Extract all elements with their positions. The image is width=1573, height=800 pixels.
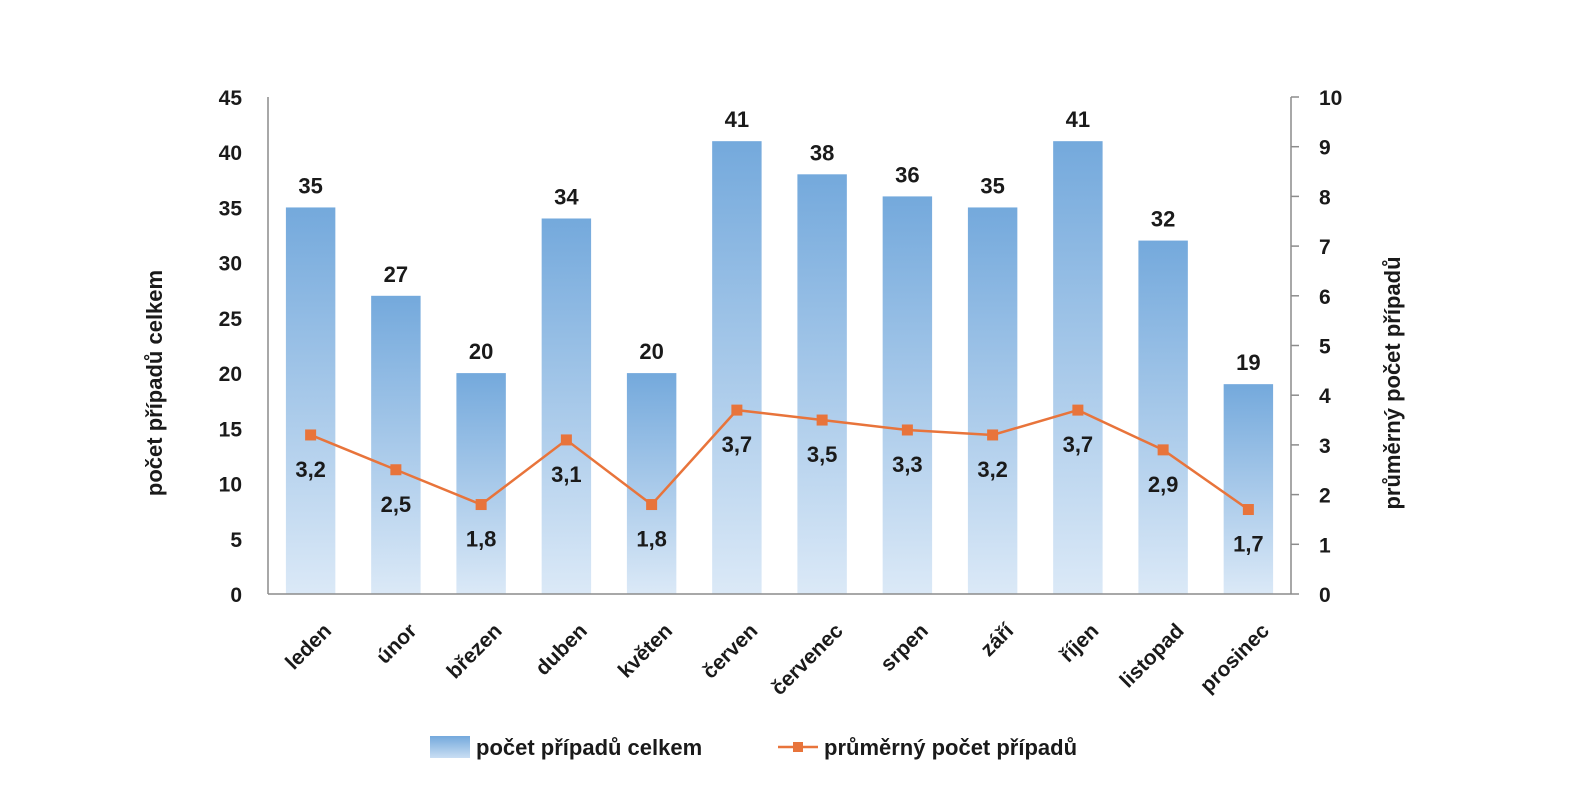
line-marker: [987, 429, 999, 441]
bar-value-label: 34: [554, 184, 579, 209]
bar-value-label: 38: [810, 140, 834, 165]
right-tick-label: 10: [1319, 87, 1342, 110]
bar: [797, 174, 847, 595]
line-marker: [646, 499, 658, 511]
bar: [712, 141, 762, 594]
left-tick-label: 40: [219, 142, 242, 165]
line-value-label: 1,8: [636, 527, 667, 552]
right-tick-label: 1: [1319, 534, 1331, 557]
bar: [882, 196, 933, 594]
category-label: srpen: [876, 619, 933, 676]
category-label: duben: [531, 619, 592, 680]
left-tick-label: 30: [219, 253, 242, 276]
line-value-label: 1,8: [466, 527, 497, 552]
right-tick-label: 9: [1319, 137, 1331, 160]
right-tick-label: 0: [1319, 584, 1331, 607]
right-tick-label: 4: [1319, 385, 1331, 408]
right-axis-ticks: 0 1 2 3 4 5 6 7 8 9 10: [1291, 87, 1342, 607]
line-marker: [1157, 444, 1169, 456]
line-path: [310, 408, 1250, 511]
line-marker: [305, 429, 317, 441]
category-label: říjen: [1056, 619, 1104, 667]
line-value-label: 3,2: [977, 457, 1008, 482]
legend-bar-swatch: [430, 736, 470, 758]
legend-bar-label: počet případů celkem: [476, 735, 702, 760]
left-axis-ticks: 0 5 10 15 20 25 30 35 40 45: [219, 87, 243, 607]
line-value-label: 2,9: [1148, 472, 1179, 497]
right-tick-label: 5: [1319, 336, 1331, 359]
bar-value-label: 36: [895, 162, 919, 187]
bar-value-label: 41: [725, 107, 749, 132]
right-tick-label: 6: [1319, 286, 1331, 309]
line-value-label: 3,5: [807, 442, 838, 467]
category-label: květen: [614, 619, 677, 682]
bar-value-label: 41: [1066, 107, 1090, 132]
right-tick-label: 8: [1319, 186, 1331, 209]
bar-value-label: 27: [384, 262, 408, 287]
bar-value-label: 35: [980, 173, 1004, 198]
right-tick-label: 7: [1319, 236, 1331, 259]
right-tick-label: 3: [1319, 435, 1331, 458]
line-marker: [731, 404, 743, 416]
left-tick-label: 5: [230, 529, 242, 552]
category-label: prosinec: [1196, 619, 1274, 697]
category-label: červen: [698, 619, 762, 683]
bar: [541, 218, 592, 594]
left-axis-title: počet případů celkem: [142, 270, 167, 496]
left-tick-label: 25: [219, 308, 243, 331]
bar-value-label: 32: [1151, 207, 1175, 232]
line-value-label: 3,7: [1063, 432, 1094, 457]
legend-line-label: průměrný počet případů: [824, 735, 1077, 760]
left-tick-label: 15: [219, 418, 243, 441]
line-marker: [390, 464, 402, 476]
category-labels: leden únor březen duben květen červen červenec…: [281, 618, 1274, 699]
bar: [285, 207, 336, 594]
category-label: červenec: [767, 619, 848, 700]
bar: [371, 295, 421, 594]
category-label: listopad: [1115, 619, 1188, 692]
line-marker: [1072, 404, 1084, 416]
right-axis-title: průměrný počet případů: [1380, 256, 1405, 509]
line-marker: [560, 434, 572, 446]
bar: [626, 373, 677, 594]
left-tick-label: 0: [230, 584, 242, 607]
line-series: [305, 404, 1254, 516]
bar-value-labels: 35 27 20 34 20 41 38 36 35 41 32 19: [298, 107, 1260, 375]
line-marker: [816, 414, 828, 426]
bar: [1138, 240, 1188, 595]
line-value-label: 3,1: [551, 462, 582, 487]
legend-line-marker: [793, 742, 803, 752]
left-tick-label: 35: [219, 197, 243, 220]
left-tick-label: 10: [219, 474, 242, 497]
category-label: září: [976, 618, 1019, 661]
bar-series: [285, 141, 1274, 595]
bar-value-label: 35: [298, 173, 322, 198]
line-marker: [475, 499, 487, 511]
bar: [456, 373, 506, 594]
bar-value-label: 20: [469, 339, 493, 364]
line-marker: [901, 424, 913, 436]
right-tick-label: 2: [1319, 485, 1331, 508]
line-value-label: 1,7: [1233, 532, 1264, 557]
line-marker: [1242, 504, 1254, 516]
category-label: leden: [281, 619, 336, 674]
bar-value-label: 19: [1236, 350, 1260, 375]
bar: [1223, 384, 1274, 594]
line-value-label: 3,3: [892, 452, 923, 477]
category-label: únor: [372, 619, 421, 668]
line-value-labels: 3,2 2,5 1,8 3,1 1,8 3,7 3,5 3,3 3,2 3,7 2,9 1,7: [295, 432, 1263, 556]
line-value-label: 3,2: [295, 457, 326, 482]
category-label: březen: [443, 619, 507, 683]
bar: [1053, 141, 1103, 594]
line-value-label: 3,7: [722, 432, 753, 457]
bar-value-label: 20: [639, 339, 663, 364]
line-value-label: 2,5: [381, 492, 412, 517]
left-tick-label: 45: [219, 87, 243, 110]
bar: [967, 207, 1018, 594]
left-tick-label: 20: [219, 363, 242, 386]
legend: počet případů celkem průměrný počet příp…: [430, 735, 1077, 760]
